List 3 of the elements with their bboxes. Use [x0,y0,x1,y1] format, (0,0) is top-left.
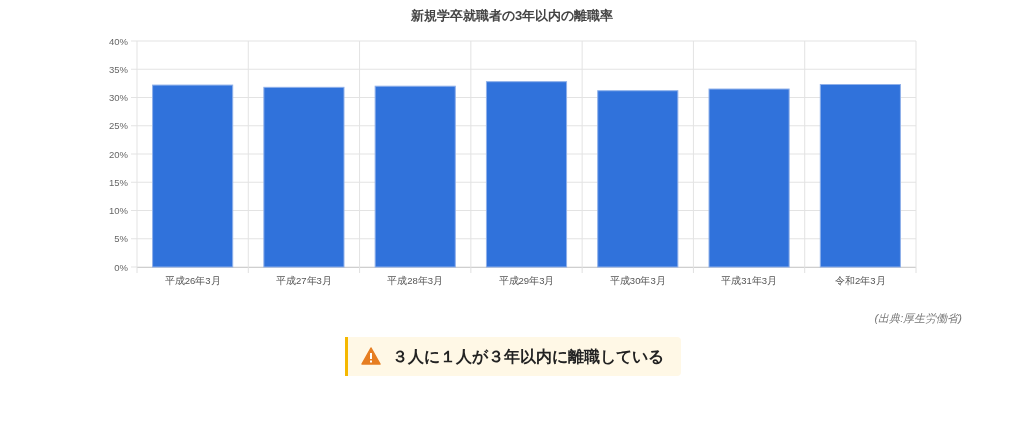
callout-text: ３人に１人が３年以内に離職している [392,348,664,365]
source: (出典:厚生労働省) [874,312,962,324]
title: 新規学卒就職者の3年以内の離職率 [410,8,614,23]
